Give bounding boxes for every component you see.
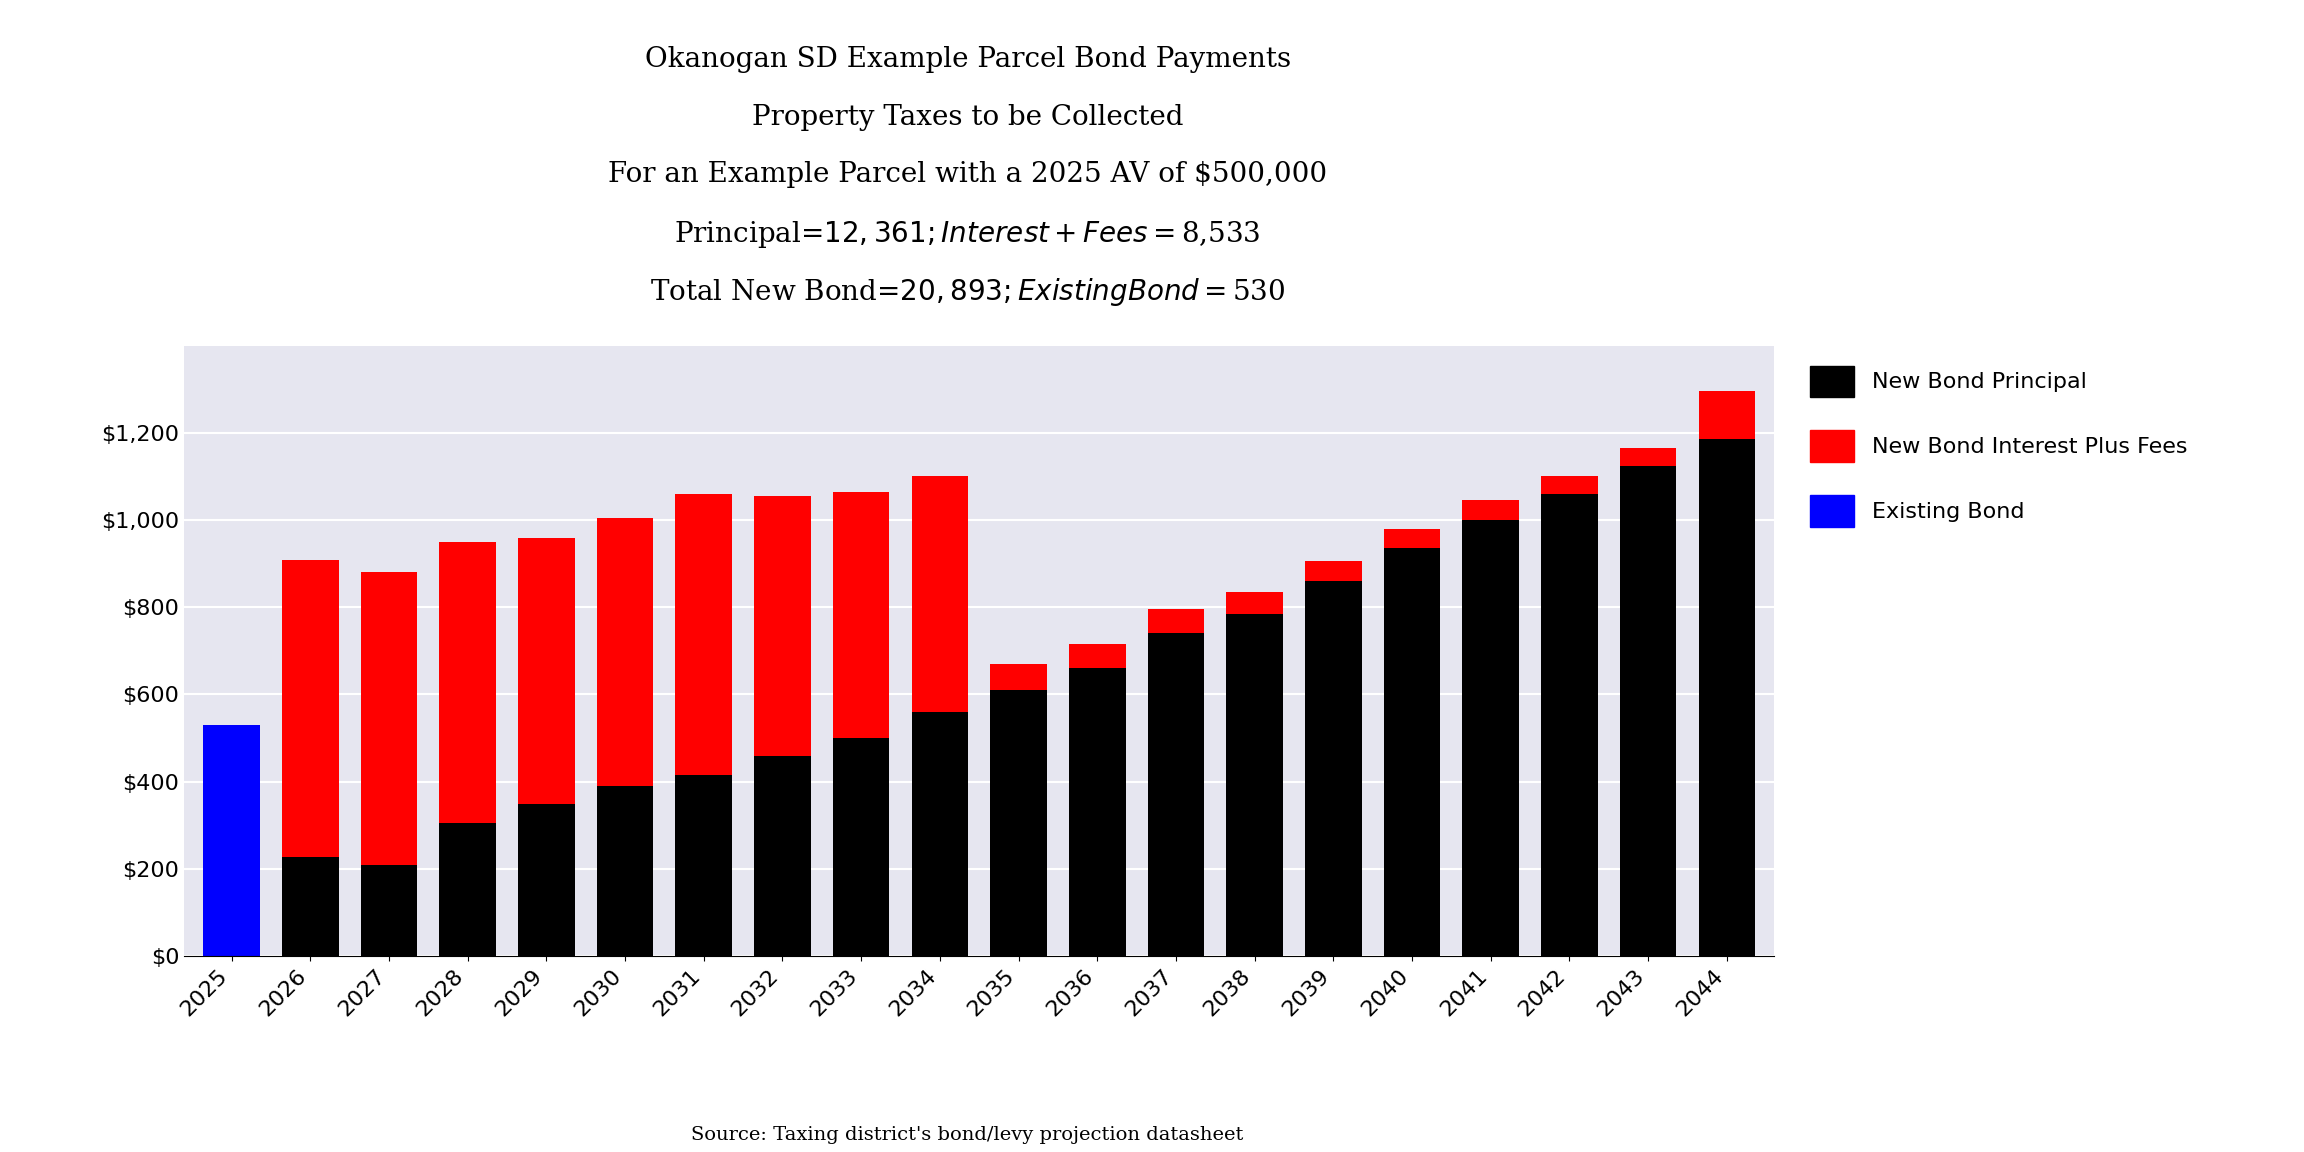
Bar	[1226, 614, 1283, 956]
Bar	[518, 804, 574, 956]
Bar	[991, 690, 1046, 956]
Bar	[1304, 581, 1362, 956]
Bar	[832, 738, 889, 956]
Bar	[991, 664, 1046, 690]
Text: Principal=$12,361; Interest + Fees=$8,533: Principal=$12,361; Interest + Fees=$8,53…	[675, 219, 1260, 250]
Bar	[1385, 529, 1440, 548]
Bar	[518, 538, 574, 804]
Bar	[753, 497, 811, 756]
Bar	[362, 573, 417, 864]
Bar	[753, 756, 811, 956]
Bar	[1541, 477, 1597, 494]
Text: Okanogan SD Example Parcel Bond Payments: Okanogan SD Example Parcel Bond Payments	[645, 46, 1290, 73]
Bar	[1069, 644, 1127, 668]
Legend: New Bond Principal, New Bond Interest Plus Fees, Existing Bond: New Bond Principal, New Bond Interest Pl…	[1802, 357, 2196, 536]
Bar	[1147, 609, 1205, 634]
Bar	[1620, 465, 1677, 956]
Text: Property Taxes to be Collected: Property Taxes to be Collected	[751, 104, 1184, 130]
Text: Total New Bond=$20,893; Existing Bond=$530: Total New Bond=$20,893; Existing Bond=$5…	[650, 276, 1286, 309]
Bar	[1463, 500, 1518, 520]
Bar	[1226, 592, 1283, 614]
Bar	[832, 492, 889, 738]
Text: For an Example Parcel with a 2025 AV of $500,000: For an Example Parcel with a 2025 AV of …	[608, 161, 1327, 188]
Bar	[912, 712, 968, 956]
Bar	[1620, 448, 1677, 465]
Bar	[597, 518, 654, 786]
Bar	[912, 477, 968, 712]
Bar	[1463, 520, 1518, 956]
Bar	[281, 857, 339, 956]
Bar	[597, 786, 654, 956]
Bar	[281, 560, 339, 857]
Bar	[675, 775, 733, 956]
Bar	[1069, 668, 1127, 956]
Bar	[203, 725, 260, 956]
Bar	[1541, 494, 1597, 956]
Bar	[1385, 548, 1440, 956]
Bar	[1698, 392, 1756, 439]
Text: Source: Taxing district's bond/levy projection datasheet: Source: Taxing district's bond/levy proj…	[691, 1127, 1244, 1144]
Bar	[440, 824, 495, 956]
Bar	[362, 864, 417, 956]
Bar	[1304, 561, 1362, 581]
Bar	[1698, 439, 1756, 956]
Bar	[675, 494, 733, 775]
Bar	[1147, 634, 1205, 956]
Bar	[440, 541, 495, 824]
